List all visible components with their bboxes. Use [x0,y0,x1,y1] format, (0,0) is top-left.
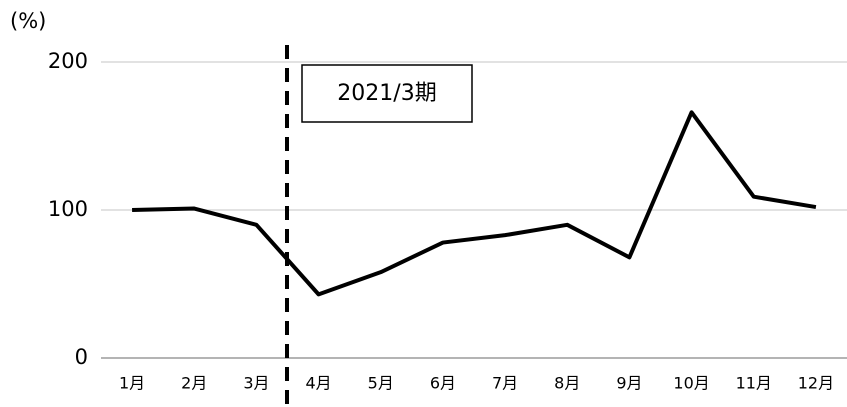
x-tick-label: 7月 [492,374,518,393]
x-tick-label: 6月 [430,374,456,393]
data-line [132,110,817,297]
y-tick-label: 0 [75,345,88,369]
x-tick-label: 11月 [736,374,772,393]
x-tick-label: 4月 [305,374,331,393]
x-tick-label: 9月 [616,374,642,393]
x-tick-label: 12月 [798,374,834,393]
x-tick-label: 3月 [243,374,269,393]
y-tick-label: 100 [48,197,88,221]
y-axis-label: (%) [10,9,46,33]
x-tick-label: 8月 [554,374,580,393]
x-tick-label: 5月 [368,374,394,393]
annotation-box [301,64,473,123]
x-tick-label: 10月 [673,374,709,393]
x-tick-label: 1月 [119,374,145,393]
annotation: 2021/3期 [337,81,436,106]
x-tick-label: 2月 [181,374,207,393]
y-tick-label: 200 [48,49,88,73]
